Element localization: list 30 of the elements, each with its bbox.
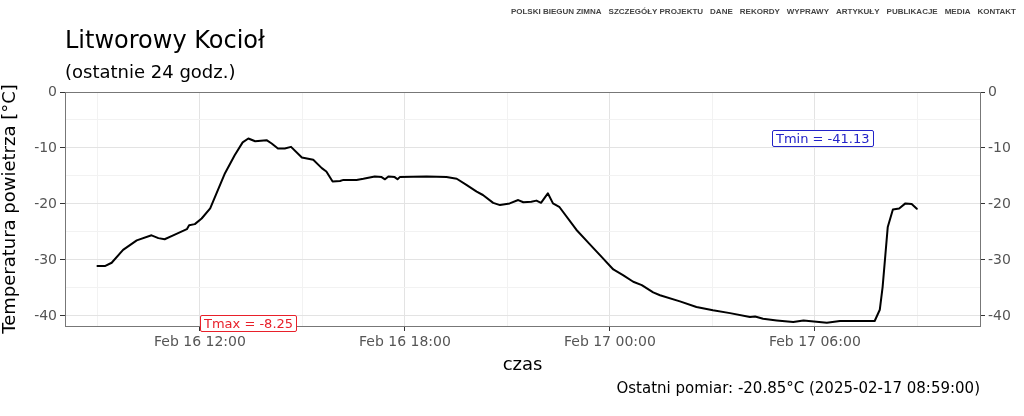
text: POLSKI BIEGUN ZIMNA <box>510 7 602 16</box>
y2-tick-label: -30 <box>988 250 1011 267</box>
text: KONTAKT <box>977 7 1016 16</box>
y-axis-title: Temperatura powietrza [°C] <box>0 84 20 335</box>
x-tick-label: Feb 16 12:00 <box>154 333 246 350</box>
y-tick-label: -40 <box>34 306 57 323</box>
text: DANE <box>710 7 733 16</box>
text: Ostatni pomiar: -20.85°C (2025-02-17 08:59:00) <box>616 379 980 397</box>
text: MEDIA <box>944 7 971 16</box>
chart-title: Litworowy Kocioł <box>65 26 265 54</box>
text: ARTYKUŁY <box>836 7 880 16</box>
y2-tick-label: -40 <box>988 306 1011 323</box>
text: WYPRAWY <box>786 7 830 16</box>
chart-subtitle: (ostatnie 24 godz.) <box>65 61 236 82</box>
y2-tick-label: -20 <box>988 194 1011 211</box>
y-tick-label: -30 <box>34 250 57 267</box>
annotation: Tmin = -41.13 <box>772 130 874 147</box>
text: SZCZEGÓŁY PROJEKTU <box>608 7 704 16</box>
x-axis-title: czas <box>502 352 543 374</box>
y-tick-label: -20 <box>34 194 57 211</box>
annotation: Tmax = -8.25 <box>200 315 298 332</box>
x-tick-label: Feb 17 06:00 <box>768 333 861 350</box>
y2-tick-label: -10 <box>988 138 1011 155</box>
x-tick-label: Feb 17 00:00 <box>563 333 656 350</box>
text: PUBLIKACJE <box>886 7 938 16</box>
y-tick-label: 0 <box>48 82 57 99</box>
y2-tick-label: 0 <box>988 82 997 99</box>
text: REKORDY <box>739 7 780 16</box>
x-tick-label: Feb 16 18:00 <box>358 333 451 350</box>
y-tick-label: -10 <box>34 138 57 155</box>
